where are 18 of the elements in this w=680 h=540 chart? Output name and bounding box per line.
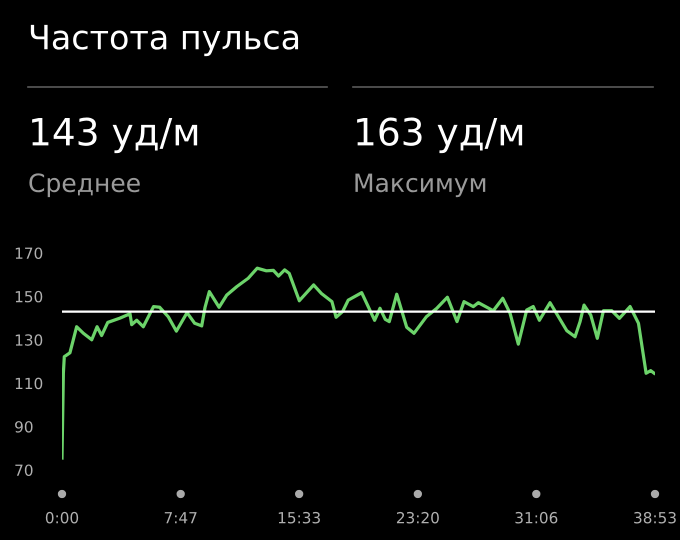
x-tick-label: 15:33 — [278, 512, 320, 524]
y-tick-label: 130 — [16, 334, 42, 346]
line-series — [62, 266, 655, 460]
x-tick-label: 23:20 — [396, 512, 439, 524]
text: 143 уд/м — [32, 118, 198, 154]
y-tick-label: 110 — [16, 378, 42, 390]
text: Среднее — [29, 173, 140, 198]
y-tick-label: 90 — [15, 421, 33, 433]
x-tick-label: 7:47 — [164, 512, 197, 524]
x-tick-label: 38:53 — [634, 512, 676, 524]
x-tick-label: 31:06 — [515, 512, 558, 524]
text: Максимум — [355, 174, 486, 198]
text: 163 уд/м — [357, 118, 522, 154]
x-tick-label: 0:00 — [46, 512, 78, 524]
y-tick-label: 70 — [15, 464, 33, 476]
y-tick-label: 170 — [16, 247, 42, 260]
chart-title: Частота пульса — [30, 24, 298, 56]
y-tick-label: 150 — [16, 290, 42, 302]
